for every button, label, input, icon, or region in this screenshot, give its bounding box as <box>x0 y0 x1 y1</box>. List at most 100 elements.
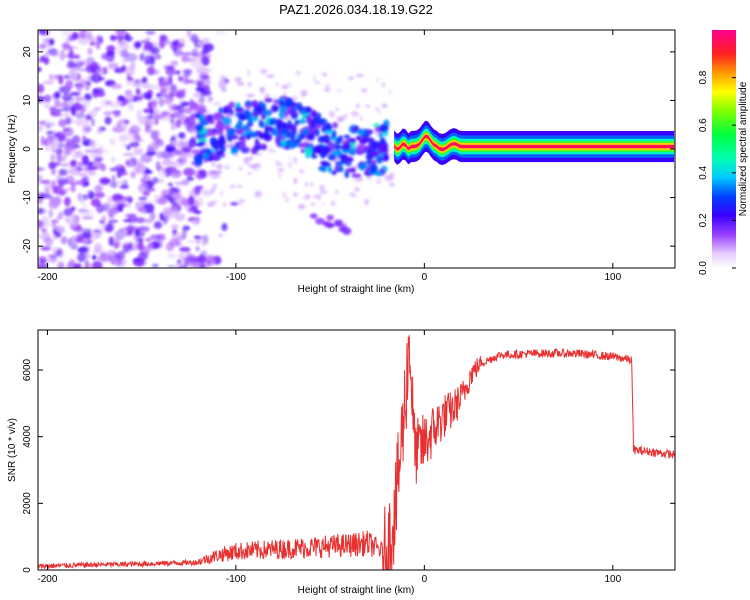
noise-blob <box>116 169 122 178</box>
noise-blob <box>110 156 116 164</box>
noise-blob <box>103 111 113 116</box>
noise-blob <box>84 209 94 217</box>
cluster-blob <box>332 121 338 129</box>
noise-blob <box>84 149 97 153</box>
noise-blob <box>116 40 127 46</box>
scatter-blob <box>364 198 370 206</box>
cluster-blob <box>263 109 273 116</box>
noise-blob <box>71 55 81 59</box>
noise-blob <box>180 101 190 107</box>
noise-blob <box>108 236 115 247</box>
noise-blob <box>63 126 74 137</box>
noise-blob <box>50 144 56 153</box>
scatter-blob <box>277 168 285 172</box>
noise-blob <box>199 77 211 87</box>
noise-blob <box>202 44 209 49</box>
noise-blob <box>77 161 83 169</box>
noise-blob <box>146 66 156 76</box>
scatter-blob <box>381 103 388 109</box>
cluster-blob <box>195 123 204 133</box>
noise-blob <box>106 249 117 256</box>
noise-blob <box>129 156 136 166</box>
noise-blob <box>123 218 132 223</box>
cluster-blob <box>207 114 214 122</box>
noise-blob <box>187 195 195 206</box>
noise-blob <box>61 30 72 37</box>
noise-blob <box>107 208 114 218</box>
noise-blob <box>93 157 103 162</box>
noise-blob <box>109 181 118 189</box>
noise-blob <box>121 66 126 70</box>
noise-blob <box>171 233 183 240</box>
noise-blob <box>113 112 121 118</box>
cluster-blob <box>307 126 318 135</box>
cluster-blob <box>322 162 331 168</box>
scatter-blob <box>256 152 262 157</box>
noise-blob <box>90 232 97 241</box>
noise-blob <box>157 172 165 176</box>
noise-blob <box>91 260 103 268</box>
noise-blob <box>96 256 108 261</box>
cluster-blob <box>223 124 231 131</box>
noise-blob <box>161 149 172 160</box>
cluster-blob <box>193 158 203 167</box>
scatter-blob <box>275 82 279 87</box>
cluster-blob <box>217 139 226 145</box>
noise-blob <box>82 135 87 142</box>
scatter-blob <box>325 83 331 90</box>
noise-blob <box>96 128 104 135</box>
noise-blob <box>105 50 116 56</box>
noise-blob <box>171 140 180 144</box>
noise-blob <box>170 41 178 51</box>
noise-blob <box>58 168 67 177</box>
noise-blob <box>101 215 106 222</box>
noise-blob <box>54 91 61 99</box>
noise-blob <box>125 225 136 232</box>
noise-blob <box>55 148 64 154</box>
noise-blob <box>195 197 204 207</box>
cluster-blob <box>294 119 299 126</box>
spectrogram-y-axis-title: Frequency (Hz) <box>7 115 18 184</box>
cluster-blob <box>301 108 306 115</box>
scatter-blob <box>312 194 319 199</box>
noise-blob <box>148 101 153 111</box>
scatter-blob <box>270 149 276 153</box>
noise-blob <box>87 170 96 176</box>
scatter-blob <box>254 190 262 198</box>
cluster-blob <box>315 117 323 126</box>
noise-blob <box>51 169 56 175</box>
scatter-blob <box>355 103 360 109</box>
branch-blob <box>334 219 343 226</box>
noise-blob <box>137 251 148 261</box>
noise-blob <box>100 163 106 172</box>
scatter-blob <box>336 88 343 93</box>
noise-blob <box>38 176 43 184</box>
noise-blob <box>61 111 70 118</box>
noise-blob <box>115 30 127 35</box>
cluster-blob <box>282 133 287 139</box>
noise-blob <box>141 208 147 215</box>
noise-blob <box>111 193 124 202</box>
noise-blob <box>66 63 77 69</box>
noise-blob <box>60 162 71 167</box>
cluster-blob <box>331 170 337 175</box>
noise-blob <box>40 135 45 146</box>
cluster-blob <box>374 170 383 177</box>
noise-blob <box>61 93 73 102</box>
noise-blob <box>101 203 110 212</box>
noise-blob <box>62 105 72 113</box>
cluster-blob <box>306 117 314 125</box>
noise-blob <box>149 46 160 54</box>
noise-blob <box>58 74 64 85</box>
noise-blob <box>69 221 77 228</box>
cluster-blob <box>378 124 389 133</box>
scatter-blob <box>298 204 306 210</box>
noise-blob <box>81 176 90 182</box>
noise-blob <box>135 162 144 169</box>
noise-blob <box>196 173 204 181</box>
noise-blob <box>84 180 90 187</box>
noise-blob <box>163 168 172 178</box>
noise-blob <box>142 190 150 197</box>
noise-blob <box>64 196 71 207</box>
noise-blob <box>65 79 74 90</box>
